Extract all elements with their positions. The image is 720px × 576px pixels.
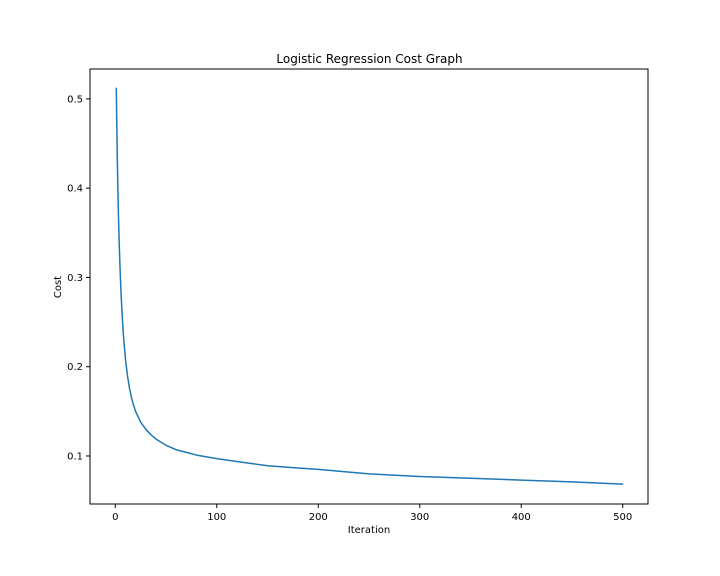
series-line-cost: [115, 87, 624, 485]
axes-frame: [89, 68, 649, 505]
x-axis-ticks: 0 100 200 300 400 500: [112, 504, 632, 523]
x-tick-label: 500: [613, 512, 632, 523]
y-tick-label: 0.1: [67, 451, 83, 462]
chart-title: Logistic Regression Cost Graph: [276, 52, 462, 66]
plot-area: [89, 68, 649, 505]
y-axis-label: Cost: [53, 276, 64, 298]
x-tick-label: 200: [309, 512, 328, 523]
x-tick-label: 0: [112, 512, 118, 523]
y-tick-label: 0.5: [67, 94, 83, 105]
x-tick-label: 100: [207, 512, 226, 523]
x-axis-label: Iteration: [348, 525, 390, 536]
y-tick-label: 0.3: [67, 273, 83, 284]
y-tick-label: 0.2: [67, 362, 83, 373]
x-tick-label: 400: [512, 512, 531, 523]
y-axis-ticks: 0.1 0.2 0.3 0.4 0.5: [67, 94, 90, 462]
x-tick-label: 300: [410, 512, 429, 523]
y-tick-label: 0.4: [67, 184, 83, 195]
